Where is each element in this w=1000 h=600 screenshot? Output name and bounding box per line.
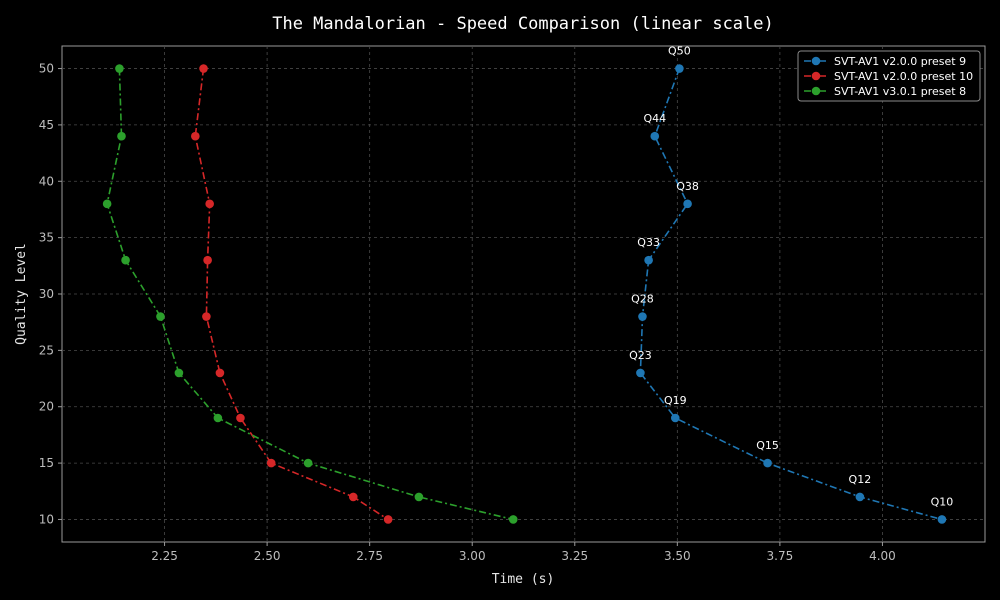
- point-label: Q28: [631, 293, 654, 306]
- data-point: [644, 255, 653, 265]
- point-labels: Q50 Q44 Q38 Q33 Q28 Q23 Q19 Q15 Q12 Q10: [629, 45, 953, 509]
- point-label: Q33: [637, 236, 660, 249]
- data-point: [675, 64, 684, 73]
- data-point: [937, 515, 947, 524]
- series-3: [102, 64, 518, 524]
- data-point: [763, 458, 772, 468]
- data-point: [117, 131, 126, 141]
- legend-box: [797, 50, 981, 102]
- series-line: [639, 68, 943, 521]
- data-point: [199, 64, 208, 73]
- y-tick-label: 25: [39, 343, 54, 357]
- point-label: Q15: [756, 439, 779, 452]
- point-label: Q10: [931, 495, 954, 508]
- x-tick-label: 3.50: [664, 549, 691, 563]
- legend-label: SVT-AV1 v2.0.0 preset 9: [834, 55, 966, 68]
- data-point: [414, 492, 424, 502]
- legend-label: SVT-AV1 v2.0.0 preset 10: [834, 70, 973, 83]
- x-tick-label: 3.75: [767, 549, 794, 563]
- y-tick-label: 40: [39, 174, 54, 188]
- series-layer: [102, 64, 947, 524]
- legend-label: SVT-AV1 v3.0.1 preset 8: [834, 85, 966, 98]
- y-axis-label: Quality Level: [14, 243, 29, 345]
- series-line: [106, 68, 514, 521]
- point-label: Q50: [668, 45, 691, 58]
- y-tick-label: 20: [39, 400, 54, 414]
- x-tick-label: 2.75: [356, 549, 383, 563]
- data-point: [638, 312, 647, 321]
- series-1: [636, 64, 947, 524]
- data-point: [102, 199, 112, 209]
- data-point: [202, 312, 211, 321]
- series-line: [194, 68, 389, 521]
- data-point: [115, 64, 124, 73]
- x-tick-label: 2.25: [151, 549, 178, 563]
- legend-marker: [811, 56, 821, 66]
- legend-item: SVT-AV1 v2.0.0 preset 10: [804, 70, 973, 83]
- y-tick-label: 10: [39, 512, 54, 526]
- data-point: [121, 255, 130, 265]
- point-label: Q38: [676, 180, 699, 193]
- y-tick-label: 15: [39, 456, 54, 470]
- data-point: [683, 199, 692, 209]
- y-tick-label: 45: [39, 118, 54, 132]
- point-label: Q12: [849, 473, 872, 486]
- data-point: [156, 312, 165, 321]
- data-point: [205, 199, 214, 209]
- data-point: [191, 131, 200, 141]
- data-point: [508, 515, 518, 524]
- data-point: [174, 368, 184, 378]
- x-tick-label: 3.00: [459, 549, 486, 563]
- data-point: [383, 515, 393, 524]
- data-point: [303, 458, 313, 468]
- axes: 2.25 2.50 2.75 3.00 3.25 3.50 3.75 4.00 10 15 20 25…: [39, 62, 896, 563]
- legend-item: SVT-AV1 v2.0.0 preset 9: [804, 55, 966, 68]
- x-tick-label: 2.50: [254, 549, 281, 563]
- data-point: [636, 368, 645, 378]
- legend: SVT-AV1 v2.0.0 preset 9 SVT-AV1 v2.0.0 pr…: [797, 50, 981, 102]
- chart-title: The Mandalorian - Speed Comparison (line…: [272, 14, 774, 34]
- x-axis-label: Time (s): [492, 572, 555, 587]
- x-tick-label: 4.00: [869, 549, 896, 563]
- data-point: [203, 255, 212, 265]
- data-point: [348, 492, 358, 502]
- y-tick-label: 50: [39, 62, 54, 76]
- data-point: [670, 413, 680, 423]
- legend-marker: [811, 71, 821, 81]
- legend-marker: [811, 86, 821, 96]
- legend-item: SVT-AV1 v3.0.1 preset 8: [804, 85, 966, 98]
- point-label: Q19: [664, 394, 687, 407]
- data-point: [266, 458, 276, 468]
- x-tick-label: 3.25: [561, 549, 588, 563]
- data-point: [215, 368, 225, 378]
- data-point: [236, 413, 245, 423]
- data-point: [213, 413, 223, 423]
- y-tick-label: 35: [39, 231, 54, 245]
- series-2: [191, 64, 393, 524]
- point-label: Q23: [629, 349, 652, 362]
- point-label: Q44: [643, 112, 666, 125]
- data-point: [650, 131, 660, 141]
- y-tick-label: 30: [39, 287, 54, 301]
- data-point: [855, 492, 865, 502]
